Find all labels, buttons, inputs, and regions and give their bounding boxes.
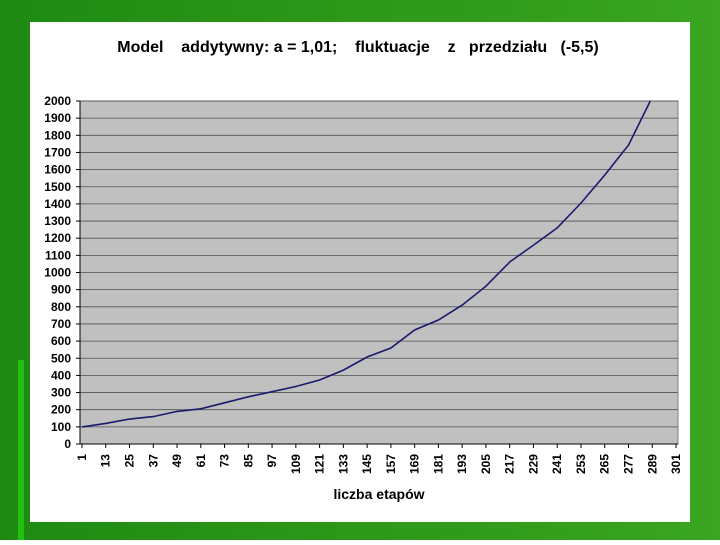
x-tick-label: 229 bbox=[526, 454, 540, 474]
x-axis-label: liczba etapów bbox=[333, 486, 424, 502]
x-tick-label: 13 bbox=[99, 454, 113, 468]
x-tick-label: 181 bbox=[431, 454, 445, 474]
y-tick-label: 300 bbox=[51, 386, 71, 400]
y-tick-label: 200 bbox=[51, 403, 71, 417]
y-tick-label: 1300 bbox=[44, 214, 71, 228]
x-tick-label: 61 bbox=[194, 454, 208, 468]
y-tick-label: 900 bbox=[51, 283, 71, 297]
y-tick-label: 2000 bbox=[44, 94, 71, 108]
stripe bbox=[18, 360, 24, 540]
x-tick-label: 205 bbox=[479, 454, 493, 474]
x-tick-label: 301 bbox=[669, 454, 683, 474]
y-tick-label: 0 bbox=[64, 437, 71, 451]
y-tick-label: 1800 bbox=[44, 128, 71, 142]
chart-title: Model addytywny: a = 1,01; fluktuacje z … bbox=[117, 39, 598, 56]
x-tick-label: 169 bbox=[408, 454, 422, 474]
x-tick-label: 85 bbox=[241, 454, 255, 468]
x-tick-label: 133 bbox=[336, 454, 350, 474]
data-line bbox=[81, 100, 652, 428]
y-tick-label: 1500 bbox=[44, 180, 71, 194]
y-tick-label: 800 bbox=[51, 300, 71, 314]
y-tick-label: 1400 bbox=[44, 197, 71, 211]
y-tick-label: 1100 bbox=[45, 248, 71, 262]
x-tick-label: 253 bbox=[574, 454, 588, 474]
x-tick-label: 1 bbox=[75, 454, 89, 461]
x-tick-label: 145 bbox=[360, 454, 374, 474]
y-tick-label: 1000 bbox=[44, 266, 71, 280]
x-tick-label: 73 bbox=[218, 454, 232, 468]
x-tick-label: 217 bbox=[503, 454, 517, 474]
y-tick-label: 100 bbox=[51, 420, 71, 434]
x-tick-label: 289 bbox=[645, 454, 659, 474]
x-tick-label: 157 bbox=[384, 454, 398, 474]
y-tick-label: 500 bbox=[51, 351, 71, 365]
y-tick-label: 1200 bbox=[44, 231, 71, 245]
y-tick-label: 400 bbox=[51, 368, 71, 382]
x-tick-label: 121 bbox=[313, 454, 327, 474]
x-tick-label: 109 bbox=[289, 454, 303, 474]
x-tick-label: 265 bbox=[598, 454, 612, 474]
x-tick-label: 277 bbox=[621, 454, 635, 474]
x-tick-label: 97 bbox=[265, 454, 279, 468]
y-tick-label: 1600 bbox=[44, 163, 71, 177]
x-tick-label: 193 bbox=[455, 454, 469, 474]
y-tick-label: 700 bbox=[51, 317, 71, 331]
x-tick-label: 25 bbox=[123, 454, 137, 468]
y-tick-label: 1700 bbox=[44, 145, 71, 159]
y-tick-label: 1900 bbox=[44, 111, 71, 125]
x-tick-label: 49 bbox=[170, 454, 184, 468]
x-tick-label: 241 bbox=[550, 454, 564, 474]
x-tick-label: 37 bbox=[146, 454, 160, 468]
y-tick-label: 600 bbox=[51, 334, 71, 348]
